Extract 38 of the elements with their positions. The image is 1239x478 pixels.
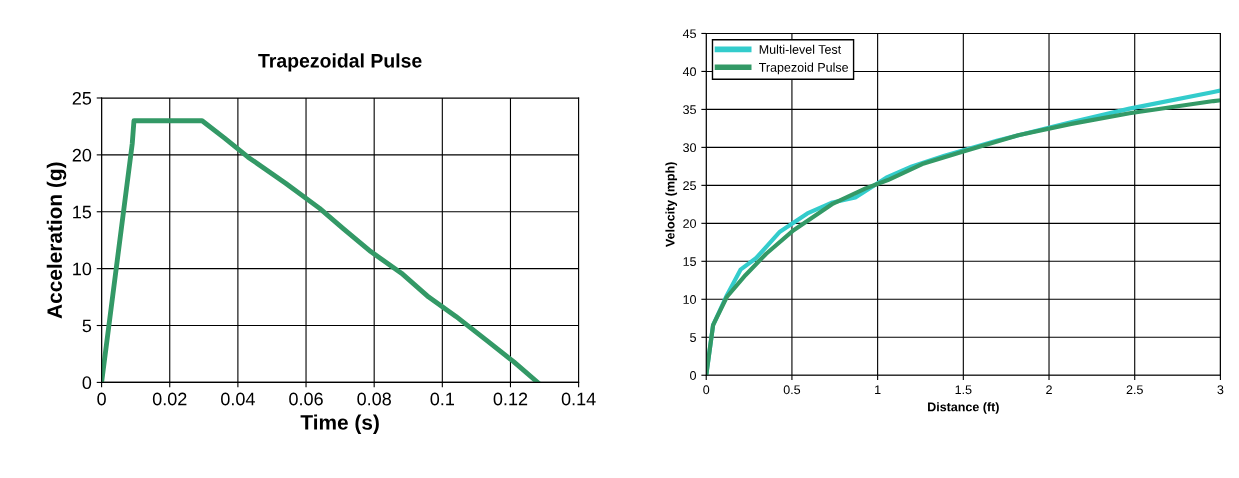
line-series	[101, 118, 541, 383]
legend-label: Trapezoid Pulse	[759, 62, 849, 75]
x-axis-title: Time (s)	[300, 414, 379, 434]
y-tick-label: 20	[72, 148, 92, 162]
y-tick-label: 10	[683, 295, 697, 304]
x-tick-label: 0.04	[221, 392, 255, 406]
x-tick-label: 0.08	[357, 392, 391, 406]
y-tick-label: 0	[690, 371, 697, 380]
x-tick-label: 0.5	[783, 385, 801, 395]
x-axis-title: Distance (ft)	[928, 402, 999, 414]
y-tick-label: 25	[683, 181, 696, 191]
legend-label: Multi-level Test	[759, 44, 842, 54]
x-tick-label: 3	[1217, 385, 1224, 395]
y-tick-label: 35	[683, 105, 696, 115]
x-tick-label: 2	[1046, 385, 1052, 395]
y-axis-title: Acceleration (g)	[46, 162, 67, 319]
x-tick-label: 0.1	[430, 392, 454, 406]
y-tick-label: 5	[690, 333, 696, 342]
y-tick-label: 10	[73, 262, 92, 276]
y-tick-label: 15	[683, 257, 696, 266]
y-tick-label: 5	[82, 319, 92, 333]
x-tick-label: 2.5	[1126, 385, 1143, 395]
x-tick-label: 0	[703, 385, 710, 395]
x-tick-label: 0.06	[289, 392, 323, 406]
x-tick-label: 0.14	[561, 392, 596, 406]
y-tick-label: 15	[73, 205, 92, 219]
x-tick-label: 1	[875, 385, 881, 395]
y-axis-title: Velocity (mph)	[665, 162, 678, 247]
x-tick-label: 1.5	[955, 385, 972, 395]
y-tick-label: 25	[72, 91, 92, 105]
y-tick-label: 20	[683, 219, 697, 228]
chart-title: Trapezoidal Pulse	[258, 53, 422, 72]
y-tick-label: 40	[682, 67, 697, 77]
x-tick-label: 0	[97, 392, 106, 406]
y-tick-label: 30	[683, 143, 697, 153]
x-tick-label: 0.12	[493, 392, 528, 406]
y-tick-label: 45	[682, 29, 696, 39]
x-tick-label: 0.02	[152, 392, 187, 406]
